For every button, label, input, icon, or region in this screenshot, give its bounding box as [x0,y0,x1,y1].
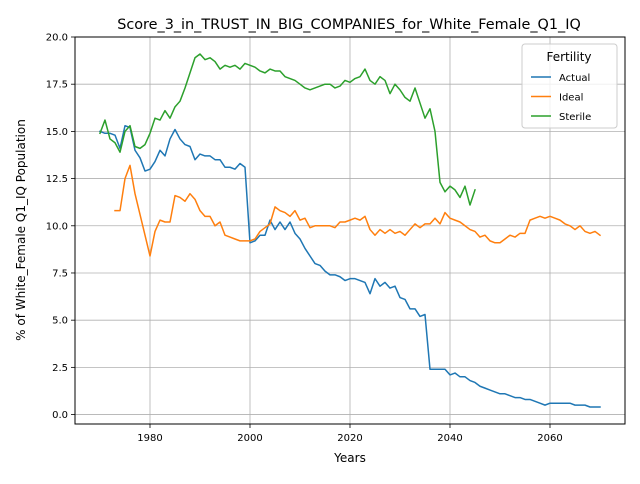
y-axis-label: % of White_Female Q1_IQ Population [14,119,28,341]
legend-label-ideal: Ideal [559,93,583,104]
y-tick-label: 12.5 [46,174,68,185]
y-tick-label: 15.0 [46,127,68,138]
chart-title: Score_3_in_TRUST_IN_BIG_COMPANIES_for_Wh… [117,17,581,33]
series-line-ideal [114,164,602,257]
legend-title: Fertility [546,50,591,64]
y-tick-label: 0.0 [52,410,68,421]
y-tick-label: 2.5 [52,363,68,374]
series-lines [99,53,602,408]
legend-box [521,43,618,129]
axis-ticks: 1980 2000 2020 2040 2060 0.0 2.5 5.0 7.5 10.0 12.5… [46,33,563,445]
legend-label-sterile: Sterile [559,112,591,123]
legend-items: Actual Ideal Sterile [531,73,591,123]
series-line-actual [99,124,601,408]
series-line-sterile [99,53,476,206]
legend-label-actual: Actual [559,73,590,84]
y-tick-label: 20.0 [46,33,68,44]
x-tick-label: 2020 [337,433,362,444]
y-tick-label: 7.5 [52,268,68,279]
y-tick-label: 17.5 [46,80,68,91]
legend: Fertility Actual Ideal Sterile [521,43,618,129]
x-tick-label: 1980 [137,433,162,444]
x-tick-label: 2040 [437,433,462,444]
x-tick-label: 2000 [237,433,262,444]
x-tick-label: 2060 [537,433,562,444]
y-tick-label: 10.0 [46,221,68,232]
x-axis-label: Years [333,451,366,465]
y-tick-label: 5.0 [52,316,68,327]
